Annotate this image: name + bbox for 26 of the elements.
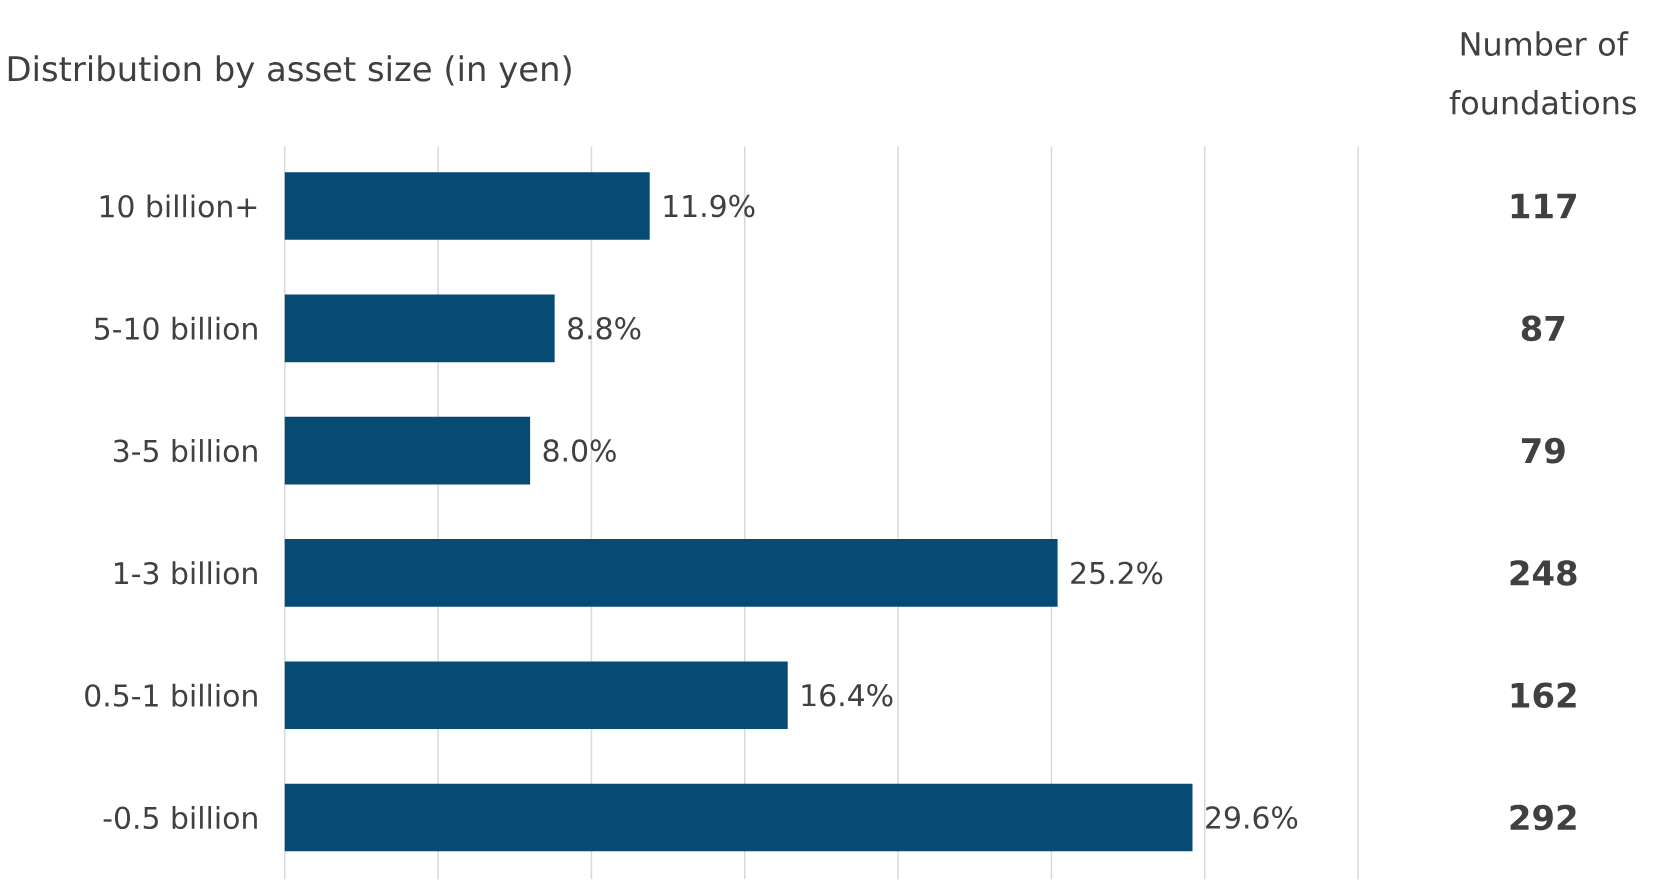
- data-label: 11.9%: [664, 194, 755, 218]
- data-label: 25.2%: [1071, 561, 1163, 585]
- text: 248: [1510, 560, 1577, 586]
- bar: [284, 661, 788, 730]
- y-tick-label: -0.5 billion: [103, 805, 257, 830]
- text: 79: [1521, 437, 1565, 464]
- data-label: 16.4%: [802, 683, 893, 707]
- text: 162: [1511, 682, 1576, 709]
- y-tick-label: 5-10 billion: [95, 316, 257, 340]
- data-label: 8.0%: [543, 439, 616, 462]
- text: Number of foundations: [1449, 31, 1636, 115]
- text: 87: [1521, 315, 1565, 342]
- y-tick-label: 1-3 billion: [115, 561, 257, 585]
- bar: [284, 539, 1058, 607]
- y-tick-label: 10 billion+: [100, 194, 257, 218]
- text: 117: [1511, 193, 1576, 219]
- data-label: 8.8%: [568, 317, 641, 340]
- bar: [284, 783, 1193, 852]
- y-tick-label: 0.5-1 billion: [85, 683, 257, 707]
- bar: [284, 294, 555, 363]
- chart-title: Distribution by asset size (in yen): [8, 55, 571, 89]
- data-label: 29.6%: [1206, 806, 1298, 829]
- bar: [284, 416, 531, 485]
- y-tick-label: 3-5 billion: [113, 439, 257, 463]
- bar: [284, 172, 650, 240]
- text: 292: [1510, 804, 1576, 831]
